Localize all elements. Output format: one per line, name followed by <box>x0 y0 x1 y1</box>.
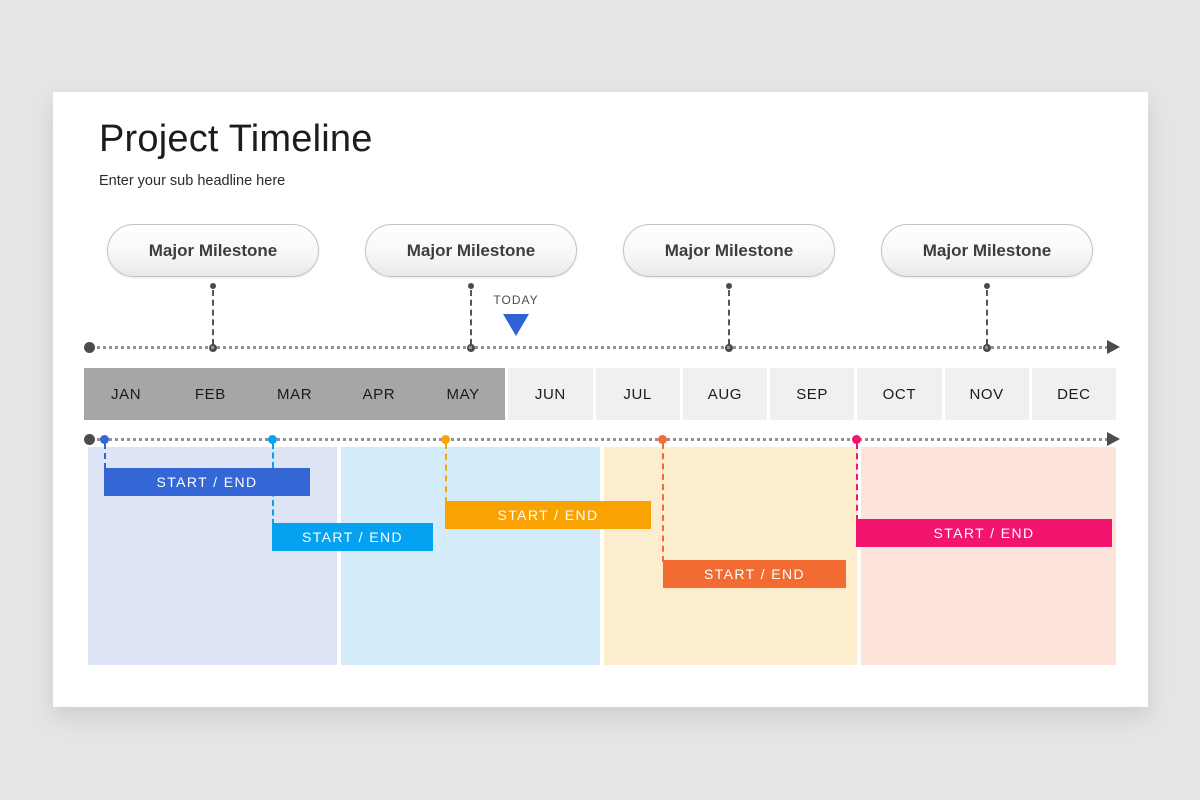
milestone-top-dot <box>210 283 216 289</box>
task-bar-1[interactable]: START / END <box>104 468 310 496</box>
milestone-pill-1[interactable]: Major Milestone <box>107 224 319 277</box>
axis-arrow-icon <box>1107 432 1120 446</box>
task-dot <box>268 435 277 444</box>
today-marker-icon <box>503 314 529 336</box>
month-cell-apr: APR <box>336 368 421 420</box>
task-bar-label: START / END <box>497 507 599 523</box>
milestone-top-dot <box>984 283 990 289</box>
month-cell-jul: JUL <box>592 368 680 420</box>
milestone-pill-label: Major Milestone <box>148 240 278 260</box>
month-cell-aug: AUG <box>679 368 767 420</box>
month-cell-nov: NOV <box>941 368 1029 420</box>
task-dot <box>658 435 667 444</box>
milestone-connector <box>470 290 472 345</box>
timeline-axis-upper <box>90 346 1108 349</box>
axis-arrow-icon <box>1107 340 1120 354</box>
task-dot <box>441 435 450 444</box>
task-bar-label: START / END <box>156 474 258 490</box>
month-bar: JAN FEB MAR APR MAY JUN JUL AUG SEP OCT … <box>84 368 1116 420</box>
month-cell-jan: JAN <box>84 368 169 420</box>
task-dot <box>852 435 861 444</box>
task-connector <box>856 443 858 521</box>
month-cell-jun: JUN <box>505 368 593 420</box>
milestone-pill-3[interactable]: Major Milestone <box>623 224 835 277</box>
gantt-region-q2 <box>341 447 600 665</box>
milestone-top-dot <box>468 283 474 289</box>
task-bar-4[interactable]: START / END <box>663 560 846 588</box>
month-cell-dec: DEC <box>1028 368 1116 420</box>
milestone-connector <box>728 290 730 345</box>
gantt-region-q4 <box>861 447 1116 665</box>
task-bar-label: START / END <box>933 525 1035 541</box>
task-connector <box>445 443 447 503</box>
milestone-pill-label: Major Milestone <box>922 240 1052 260</box>
task-bar-label: START / END <box>302 529 403 545</box>
task-bar-5[interactable]: START / END <box>856 519 1112 547</box>
task-connector <box>104 443 106 469</box>
milestone-pill-4[interactable]: Major Milestone <box>881 224 1093 277</box>
milestone-top-dot <box>726 283 732 289</box>
task-bar-2[interactable]: START / END <box>272 523 433 551</box>
milestone-pill-label: Major Milestone <box>664 240 794 260</box>
task-connector <box>662 443 664 562</box>
page-subtitle: Enter your sub headline here <box>99 173 286 189</box>
month-cell-sep: SEP <box>767 368 855 420</box>
gantt-region-q3 <box>604 447 857 665</box>
month-cell-oct: OCT <box>854 368 942 420</box>
milestone-pill-2[interactable]: Major Milestone <box>365 224 577 277</box>
milestone-pill-label: Major Milestone <box>406 240 536 260</box>
milestone-connector <box>212 290 214 345</box>
task-bar-3[interactable]: START / END <box>445 501 651 529</box>
month-cell-feb: FEB <box>168 368 253 420</box>
axis-start-dot <box>84 434 95 445</box>
month-cell-may: MAY <box>421 368 506 420</box>
month-cell-mar: MAR <box>252 368 337 420</box>
page-title: Project Timeline <box>99 118 373 160</box>
task-dot <box>100 435 109 444</box>
axis-start-dot <box>84 342 95 353</box>
milestone-connector <box>986 290 988 345</box>
today-label: TODAY <box>493 293 539 307</box>
timeline-axis-lower <box>90 438 1108 441</box>
task-bar-label: START / END <box>704 566 805 582</box>
